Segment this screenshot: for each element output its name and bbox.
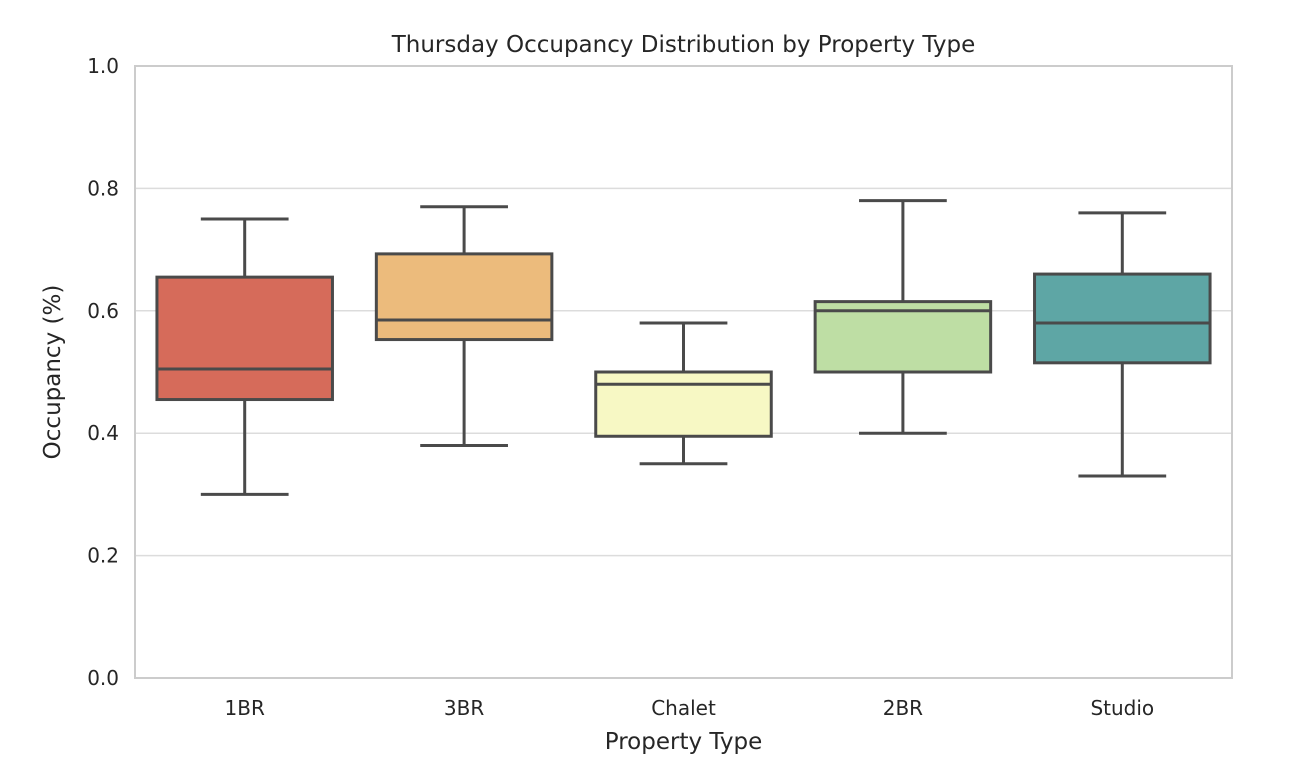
x-tick-labels: 1BR 3BR Chalet 2BR Studio <box>225 696 1155 720</box>
x-tick-label: 3BR <box>444 696 484 720</box>
y-tick-labels: 0.0 0.2 0.4 0.6 0.8 1.0 <box>87 54 119 690</box>
y-tick-label: 0.6 <box>87 299 119 323</box>
box-studio <box>1033 211 1212 478</box>
box-3br <box>374 205 554 447</box>
y-tick-label: 0.0 <box>87 666 119 690</box>
box-2br <box>813 199 993 435</box>
iqr-box <box>594 370 773 438</box>
boxes <box>155 199 1212 496</box>
box-chalet <box>594 321 773 466</box>
iqr-box <box>813 300 993 374</box>
plot-frame <box>134 65 1233 679</box>
chart-title: Thursday Occupancy Distribution by Prope… <box>391 32 976 58</box>
x-axis-title: Property Type <box>605 729 762 755</box>
x-tick-label: 2BR <box>883 696 923 720</box>
x-tick-label: Chalet <box>651 696 716 720</box>
iqr-box <box>1033 272 1212 365</box>
y-tick-label: 0.4 <box>87 421 119 445</box>
y-tick-label: 0.8 <box>87 176 119 200</box>
box-1br <box>155 217 334 496</box>
x-tick-label: 1BR <box>225 696 265 720</box>
y-axis-title: Occupancy (%) <box>40 285 66 460</box>
y-tick-label: 0.2 <box>87 544 119 568</box>
iqr-box <box>155 275 334 402</box>
iqr-box <box>374 252 554 342</box>
y-tick-label: 1.0 <box>87 54 119 78</box>
x-tick-label: Studio <box>1090 696 1154 720</box>
